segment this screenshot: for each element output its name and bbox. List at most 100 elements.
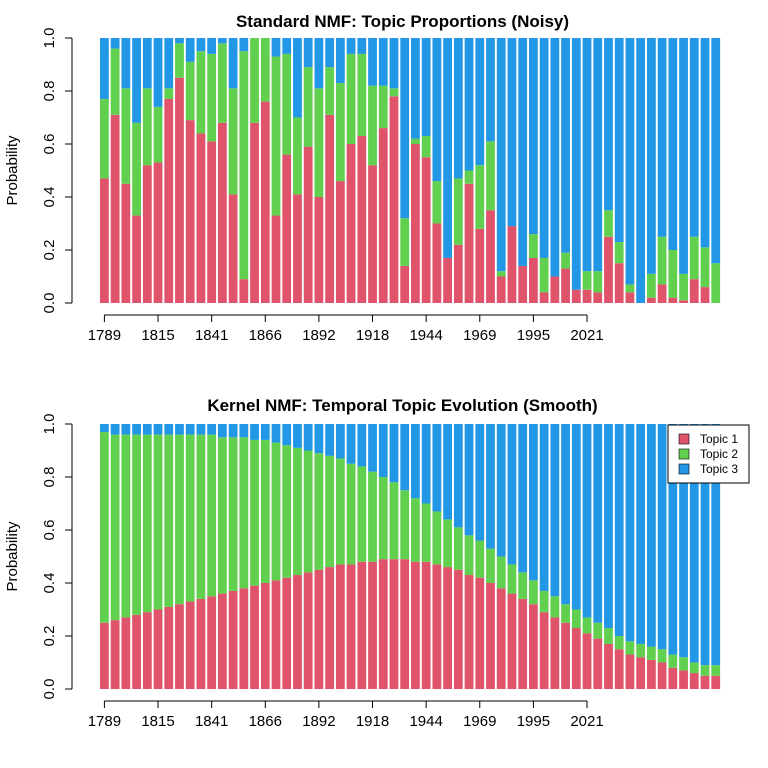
bar-segment-topic-3 [432, 38, 442, 182]
bar-segment-topic-2 [464, 535, 474, 576]
bar-segment-topic-3 [443, 38, 452, 258]
bar-segment-topic-2 [346, 53, 356, 144]
x-tick-label: 1918 [356, 713, 389, 730]
bar-segment-topic-2 [625, 641, 635, 655]
bar-segment-topic-2 [625, 284, 635, 293]
x-tick-label: 1892 [302, 713, 335, 730]
bar-segment-topic-3 [314, 424, 324, 454]
bar-segment-topic-3 [636, 424, 646, 644]
bar-segment-topic-2 [368, 471, 377, 562]
bar-segment-topic-3 [271, 424, 281, 443]
bar-segment-topic-1 [207, 141, 217, 303]
bar-segment-topic-3 [614, 38, 624, 243]
bar-segment-topic-1 [335, 564, 345, 689]
bar-segment-topic-2 [453, 178, 463, 245]
bar-segment-topic-1 [679, 670, 688, 689]
bar-segment-topic-2 [100, 431, 109, 623]
bar-segment-topic-2 [711, 665, 721, 676]
bar-segment-topic-1 [228, 590, 238, 689]
bar-segment-topic-1 [303, 572, 313, 689]
bar-segment-topic-1 [368, 165, 377, 303]
bar-segment-topic-3 [164, 424, 174, 435]
bar-segment-topic-3 [217, 424, 227, 438]
bar-segment-topic-2 [207, 434, 217, 597]
bar-segment-topic-1 [100, 622, 109, 689]
bar-segment-topic-3 [100, 424, 109, 432]
y-tick-label: 0.4 [41, 187, 58, 208]
bar-segment-topic-3 [679, 38, 688, 274]
bar-segment-topic-2 [196, 51, 206, 134]
x-tick-label: 1969 [463, 713, 496, 730]
bar-segment-topic-3 [507, 38, 517, 227]
bar-segment-topic-3 [153, 38, 163, 107]
bar-segment-topic-2 [700, 247, 710, 288]
x-tick-label: 1969 [463, 327, 496, 344]
bar-segment-topic-1 [453, 244, 463, 303]
bar-segment-topic-1 [550, 276, 560, 303]
bar-segment-topic-2 [561, 252, 570, 269]
x-tick-label: 1815 [141, 713, 174, 730]
bar-segment-topic-2 [389, 482, 399, 560]
bar-segment-topic-1 [700, 287, 710, 303]
bar-segment-topic-2 [453, 527, 463, 570]
bar-segment-topic-1 [121, 617, 131, 689]
bar-segment-topic-1 [507, 226, 517, 303]
bar-segment-topic-1 [421, 561, 431, 689]
bar-segment-topic-2 [217, 43, 227, 123]
bar-segment-topic-3 [368, 424, 377, 472]
legend-label-topic-3: Topic 3 [700, 462, 738, 476]
bar-segment-topic-2 [486, 548, 495, 583]
bar-segment-topic-2 [529, 234, 538, 258]
bar-segment-topic-3 [668, 38, 678, 250]
x-tick-label: 1892 [302, 327, 335, 344]
bar-segment-topic-1 [646, 297, 656, 303]
bar-segment-topic-1 [260, 101, 270, 303]
y-axis-label: Probability [4, 521, 21, 592]
bar-segment-topic-1 [679, 300, 688, 303]
bar-segment-topic-2 [260, 38, 270, 102]
bar-segment-topic-1 [614, 649, 624, 689]
bar-segment-topic-3 [550, 38, 560, 277]
chart-panel-2: Kernel NMF: Temporal Topic Evolution (Sm… [4, 396, 750, 730]
bar-segment-topic-2 [679, 657, 688, 671]
bar-segment-topic-1 [335, 181, 345, 303]
bar-segment-topic-2 [646, 646, 656, 660]
bar-segment-topic-2 [411, 138, 420, 144]
chart-title: Standard NMF: Topic Proportions (Noisy) [236, 12, 569, 31]
bar-segment-topic-1 [646, 659, 656, 689]
bar-segment-topic-1 [132, 614, 141, 689]
bar-segment-topic-3 [507, 424, 517, 565]
bar-segment-topic-2 [561, 604, 570, 623]
bar-segment-topic-3 [239, 38, 249, 52]
bar-segment-topic-2 [582, 617, 592, 634]
x-tick-label: 1866 [249, 713, 282, 730]
bar-segment-topic-1 [260, 583, 270, 689]
bar-segment-topic-3 [293, 38, 302, 118]
bar-segment-topic-3 [378, 424, 388, 477]
bar-segment-topic-3 [453, 38, 463, 179]
bar-segment-topic-2 [679, 273, 688, 301]
legend-swatch-topic-2 [678, 448, 690, 460]
bar-segment-topic-1 [636, 657, 646, 689]
bar-segment-topic-1 [164, 606, 174, 689]
bar-segment-topic-2 [185, 434, 195, 602]
bar-segment-topic-1 [529, 604, 538, 689]
bar-segment-topic-2 [271, 442, 281, 581]
bar-segment-topic-3 [110, 38, 120, 49]
bar-segment-topic-1 [271, 215, 281, 303]
bar-segment-topic-3 [368, 38, 377, 86]
bar-segment-topic-1 [325, 567, 335, 689]
bar-segment-topic-1 [668, 297, 678, 303]
bar-segment-topic-1 [529, 257, 538, 303]
bar-segment-topic-2 [250, 38, 259, 123]
bar-segment-topic-2 [293, 117, 302, 195]
bar-segment-topic-2 [357, 53, 367, 137]
bar-segment-topic-3 [561, 424, 570, 605]
bar-segment-topic-2 [368, 85, 377, 166]
bar-segment-topic-1 [582, 633, 592, 689]
bar-segment-topic-2 [711, 263, 721, 303]
bar-segment-topic-1 [657, 662, 667, 689]
bar-segment-topic-1 [486, 583, 495, 689]
bar-segment-topic-2 [539, 257, 549, 293]
bar-segment-topic-3 [518, 38, 528, 266]
